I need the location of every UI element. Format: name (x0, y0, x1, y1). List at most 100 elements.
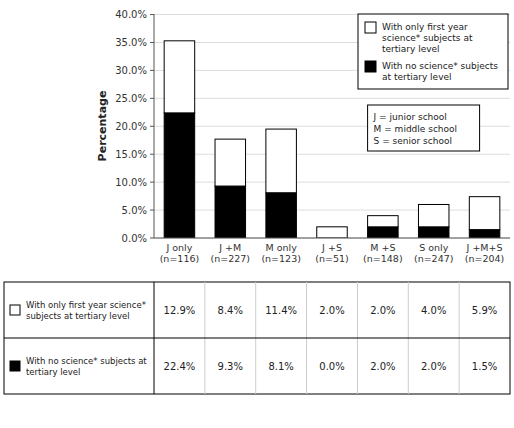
text-line: tertiary level (26, 367, 80, 377)
axis-line (154, 14, 155, 238)
category-label: J +M+S(n=204) (465, 242, 505, 264)
bar (215, 139, 246, 186)
tick-label: 5.0% (122, 205, 147, 216)
legend-label: With only first yearscience* subjects at… (382, 22, 473, 54)
table-cell: 4.0% (421, 305, 446, 316)
tick-label: 35.0% (115, 37, 147, 48)
background (0, 0, 514, 428)
text-line: (n=148) (363, 253, 403, 264)
table-cell: 22.4% (164, 361, 196, 372)
text-line: With no science* subjects at (26, 356, 147, 366)
category-label: J only(n=116) (160, 242, 200, 264)
text-line: M = middle school (374, 124, 457, 134)
tick-mark (150, 154, 154, 155)
bar (215, 186, 246, 238)
text-line: M +S (370, 242, 395, 253)
chart: 0.0%5.0%10.0%15.0%20.0%25.0%30.0%35.0%40… (0, 0, 514, 428)
text-line: J only (165, 242, 192, 253)
tick-label: 15.0% (115, 149, 147, 160)
text-line: subjects at tertiary level (26, 311, 130, 321)
bar (469, 197, 500, 230)
table-rule (4, 338, 510, 339)
tick-mark (150, 210, 154, 211)
text-line: (n=123) (261, 253, 301, 264)
bar (266, 129, 297, 193)
tick-label: 20.0% (115, 121, 147, 132)
table-marker (10, 305, 20, 315)
grid-line (154, 98, 510, 99)
category-label: M only(n=123) (261, 242, 301, 264)
text-line: S only (419, 242, 449, 253)
bar (266, 193, 297, 238)
table-cell: 8.1% (268, 361, 293, 372)
bar (418, 204, 449, 226)
tick-label: 30.0% (115, 65, 147, 76)
table-row-label: With only first year science*subjects at… (26, 300, 146, 321)
text-line: (n=247) (414, 253, 454, 264)
legend-frame (358, 14, 508, 89)
text-line: With only first year science* (26, 300, 146, 310)
tick-mark (150, 182, 154, 183)
text-line: J +M+S (466, 242, 503, 253)
axis-line (154, 238, 510, 239)
grid-line (154, 238, 510, 239)
tick-mark (150, 42, 154, 43)
table-marker (10, 361, 20, 371)
bar (368, 227, 399, 238)
bar (469, 230, 500, 238)
text-line: (n=51) (315, 253, 348, 264)
axis-label: Percentage (96, 91, 109, 162)
table-cell: 2.0% (319, 305, 344, 316)
tick-mark (150, 14, 154, 15)
text-line: With only first year (382, 22, 468, 32)
tick-mark (150, 98, 154, 99)
legend-label: With no science* subjectsat tertiary lev… (382, 61, 498, 82)
bar (418, 227, 449, 238)
bars (164, 41, 500, 238)
grid-line (154, 154, 510, 155)
table-cell: 5.9% (472, 305, 497, 316)
bar (317, 227, 348, 238)
table-cell: 1.5% (472, 361, 497, 372)
tick-label: 25.0% (115, 93, 147, 104)
table-cell: 0.0% (319, 361, 344, 372)
text-line: (n=204) (465, 253, 505, 264)
table-border (4, 282, 510, 394)
category-label: S only(n=247) (414, 242, 454, 264)
table-cell: 11.4% (265, 305, 297, 316)
tick-mark (150, 126, 154, 127)
annotation-box (368, 105, 480, 151)
table-row-label: With no science* subjects attertiary lev… (26, 356, 147, 377)
annotation-text: J = junior schoolM = middle schoolS = se… (373, 112, 457, 146)
table-cell: 9.3% (218, 361, 243, 372)
table-cell: 2.0% (421, 361, 446, 372)
bar (368, 216, 399, 227)
grid-line (154, 210, 510, 211)
tick-label: 0.0% (122, 233, 147, 244)
text-line: tertiary level (382, 44, 440, 54)
text-line: at tertiary level (382, 72, 452, 82)
text-line: S = senior school (374, 136, 452, 146)
text-line: With no science* subjects (382, 61, 498, 71)
tick-label: 10.0% (115, 177, 147, 188)
text-line: (n=116) (160, 253, 200, 264)
legend-swatch (365, 22, 376, 33)
tick-mark (150, 238, 154, 239)
text-line: (n=227) (211, 253, 251, 264)
table: With only first year science*subjects at… (4, 282, 510, 394)
table-cell: 2.0% (370, 305, 395, 316)
legend-swatch (365, 61, 376, 72)
annotation: J = junior schoolM = middle schoolS = se… (368, 105, 480, 151)
table-cell: 2.0% (370, 361, 395, 372)
category-label: M +S(n=148) (363, 242, 403, 264)
bar (164, 113, 195, 238)
legend: With only first yearscience* subjects at… (358, 14, 508, 89)
text-line: M only (265, 242, 297, 253)
tick-mark (150, 70, 154, 71)
table-cell: 12.9% (164, 305, 196, 316)
bar (164, 41, 195, 113)
text-line: J +M (218, 242, 241, 253)
grid-line (154, 182, 510, 183)
text-line: science* subjects at (382, 33, 473, 43)
text-line: J +S (321, 242, 342, 253)
